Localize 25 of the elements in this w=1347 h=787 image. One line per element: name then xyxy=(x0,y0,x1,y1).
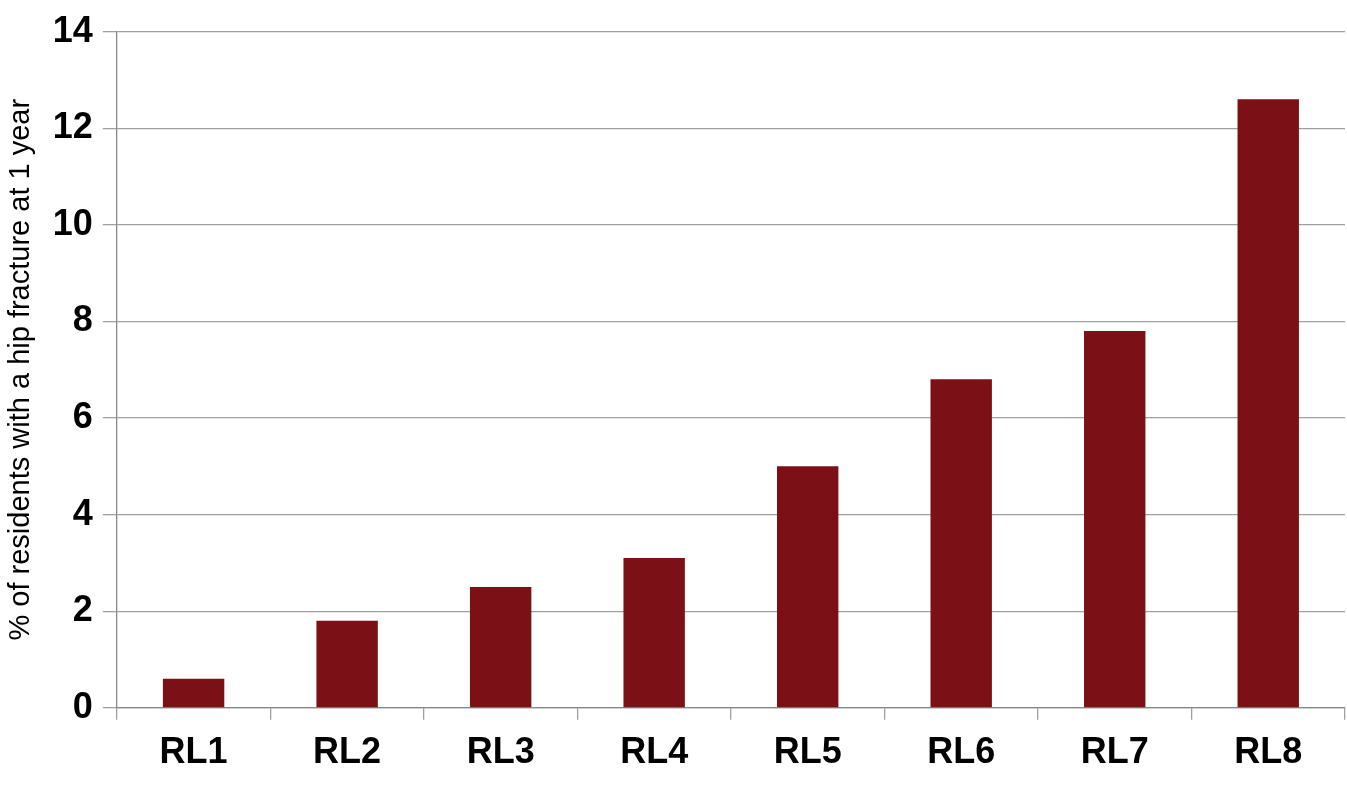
x-tick-label: RL1 xyxy=(159,730,228,772)
x-tick-label: RL6 xyxy=(927,730,996,772)
bar xyxy=(930,379,992,708)
bar xyxy=(776,466,839,708)
y-tick-label: 14 xyxy=(52,8,93,50)
y-axis-title: % of residents with a hip fracture at 1 year xyxy=(3,98,36,641)
y-tick-label: 0 xyxy=(72,684,93,726)
bar xyxy=(162,678,225,708)
bar xyxy=(469,587,532,708)
x-tick-label: RL5 xyxy=(773,730,842,772)
bar xyxy=(316,620,378,708)
bar xyxy=(1084,331,1146,708)
x-tick-label: RL8 xyxy=(1234,730,1303,772)
y-tick-label: 10 xyxy=(52,201,93,243)
y-tick-label: 6 xyxy=(72,394,93,436)
bar xyxy=(1237,99,1299,708)
y-tick-label: 12 xyxy=(52,105,93,147)
x-tick-label: RL2 xyxy=(313,730,382,772)
x-tick-label: RL3 xyxy=(466,730,535,772)
y-tick-label: 2 xyxy=(72,588,93,630)
x-tick-label: RL4 xyxy=(620,730,689,772)
y-tick-label: 4 xyxy=(72,491,93,533)
x-tick-label: RL7 xyxy=(1080,730,1149,772)
y-tick-label: 8 xyxy=(72,298,93,340)
bar xyxy=(623,558,685,708)
